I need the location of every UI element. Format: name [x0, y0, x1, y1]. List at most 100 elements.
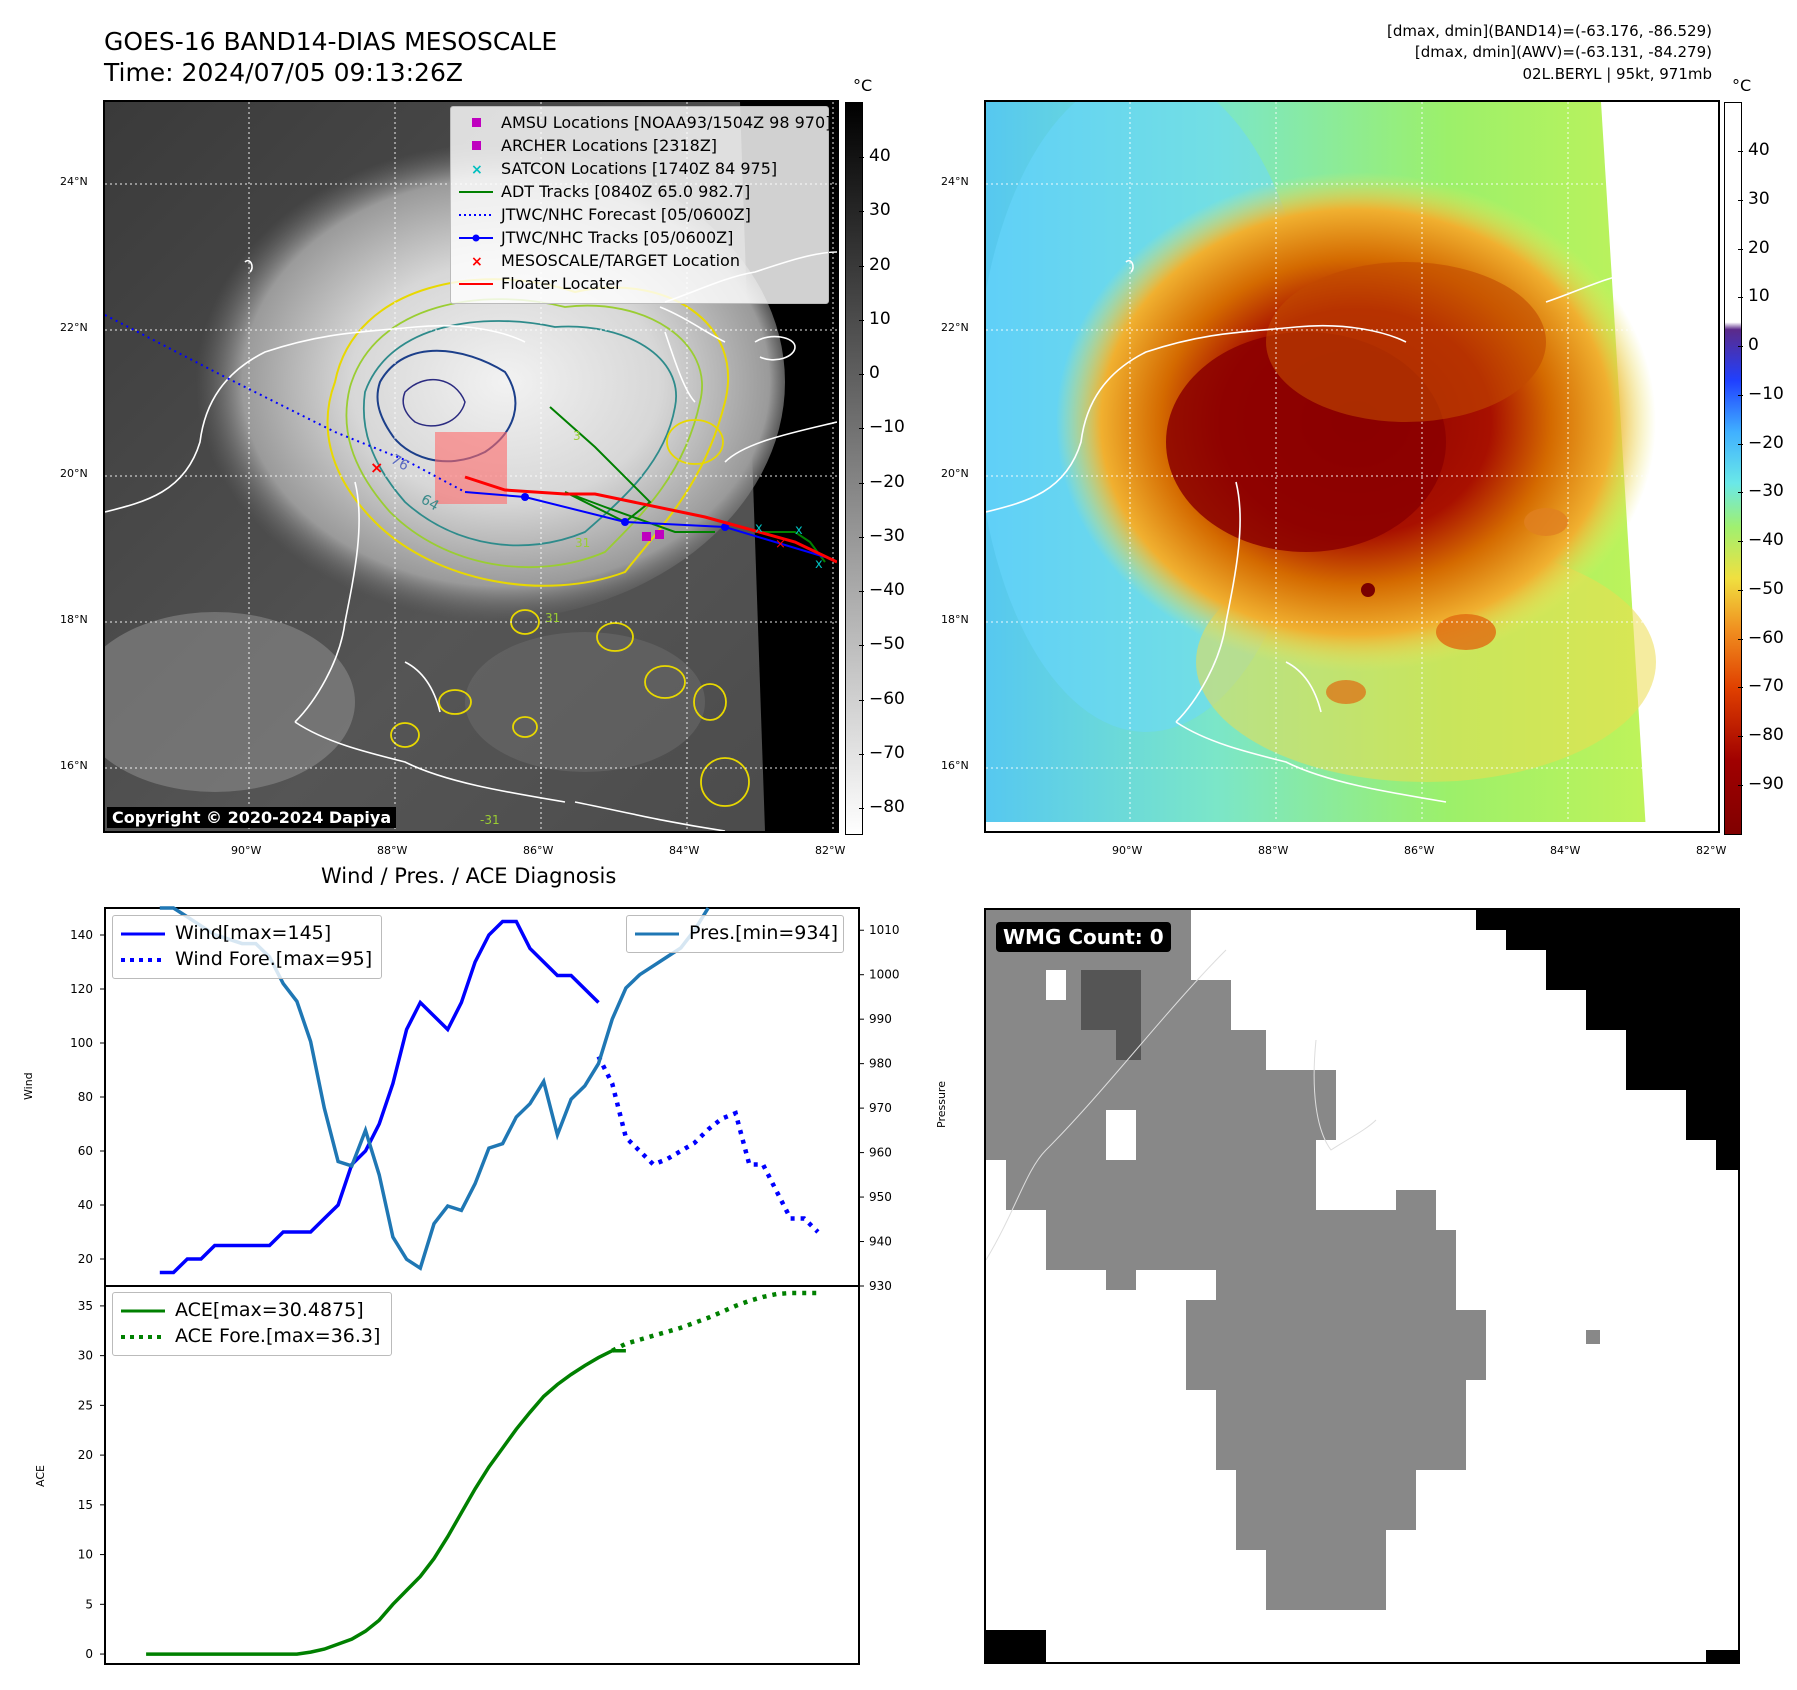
colorbar-tick-label: −90: [1748, 774, 1784, 794]
wind-ylabel: Wind: [22, 1072, 35, 1100]
lon-label: 88°W: [1258, 844, 1289, 857]
svg-text:×: ×: [370, 458, 383, 477]
lat-label: 18°N: [941, 613, 969, 626]
legend-ace: ACE[max=30.4875]: [175, 1299, 364, 1321]
y-tick-label: 35: [78, 1299, 93, 1313]
colorbar-tick-label: 40: [869, 146, 891, 166]
y-tick-label: 20: [78, 1252, 93, 1266]
legend-wind: Wind[max=145]: [175, 922, 332, 944]
legend-swatch: [459, 234, 493, 242]
colorbar-tick-label: 20: [869, 254, 891, 275]
colorbar-tick-label: −70: [1748, 676, 1784, 697]
pressure-ylabel: Pressure: [935, 1081, 948, 1128]
colorbar-tick-mark: [859, 211, 864, 213]
y-tick-label: 100: [70, 1036, 93, 1050]
colorbar-tick-label: 40: [1748, 140, 1770, 160]
colorbar-tick-mark: [859, 699, 864, 701]
lon-label: 90°W: [231, 844, 262, 857]
info-line1: [dmax, dmin](BAND14)=(-63.176, -86.529): [1387, 22, 1712, 40]
colorbar-left-unit: °C: [853, 76, 873, 95]
legend-swatch: [472, 118, 481, 127]
lon-label: 86°W: [523, 844, 554, 857]
colorbar-tick-label: −60: [869, 688, 905, 709]
lat-label: 24°N: [60, 175, 88, 188]
y-tick-label: 60: [78, 1144, 93, 1158]
y2-tick-label: 950: [869, 1190, 892, 1204]
colorbar-tick-mark: [859, 536, 864, 538]
contour-label-64: 64: [418, 492, 442, 515]
diagnosis-title: Wind / Pres. / ACE Diagnosis: [321, 864, 617, 888]
info-line2: [dmax, dmin](AWV)=(-63.131, -84.279): [1414, 43, 1712, 61]
svg-text:x: x: [815, 557, 823, 572]
colorbar-tick-mark: [859, 482, 864, 484]
series-line: [159, 919, 600, 1275]
contour-label-neg31: -31: [480, 813, 500, 827]
dias-map-image: [986, 102, 1718, 831]
lon-label: 88°W: [377, 844, 408, 857]
chart-title-line1: GOES-16 BAND14-DIAS MESOSCALE: [104, 27, 558, 56]
svg-text:x: x: [755, 521, 763, 536]
lat-label: 20°N: [60, 467, 88, 480]
lat-label: 16°N: [941, 759, 969, 772]
legend-pressure: Pres.[min=934]: [689, 922, 838, 944]
contour-label-76: 76: [388, 452, 412, 475]
colorbar-tick-mark: [859, 157, 864, 158]
series-line: [611, 1290, 818, 1353]
y2-tick-label: 980: [869, 1057, 892, 1071]
dias-map-panel: [984, 100, 1720, 833]
colorbar-tick-label: −60: [1748, 627, 1784, 648]
map-legend: AMSU Locations [NOAA93/1504Z 98 970] ARCH…: [450, 106, 831, 304]
y-tick-label: 40: [78, 1198, 93, 1212]
colorbar-tick-mark: [1738, 492, 1743, 494]
colorbar-tick-mark: [1738, 394, 1743, 396]
y2-tick-label: 990: [869, 1012, 892, 1026]
legend-item-label: MESOSCALE/TARGET Location: [501, 251, 740, 270]
colorbar-tick-mark: [1738, 785, 1743, 786]
wind-legend: Wind[max=145] Wind Fore.[max=95]: [112, 915, 382, 979]
y-tick-label: 30: [78, 1349, 93, 1363]
colorbar-tick-mark: [1738, 346, 1743, 348]
series-line: [596, 1055, 820, 1234]
colorbar-tick-mark: [1738, 736, 1743, 738]
colorbar-tick-mark: [1738, 687, 1743, 689]
colorbar-tick-mark: [859, 428, 864, 430]
colorbar-right-unit: °C: [1732, 76, 1752, 95]
legend-item-label: SATCON Locations [1740Z 84 975]: [501, 159, 778, 178]
lat-label: 22°N: [60, 321, 88, 334]
svg-text:×: ×: [471, 162, 483, 177]
copyright-label: Copyright © 2020-2024 Dapiya: [107, 807, 397, 828]
legend-swatch: [472, 141, 481, 150]
y-tick-label: 80: [78, 1090, 93, 1104]
y2-tick-label: 1010: [869, 923, 900, 937]
legend-item-label: JTWC/NHC Tracks [05/0600Z]: [501, 228, 734, 247]
chart-title-line2: Time: 2024/07/05 09:13:26Z: [104, 58, 463, 87]
colorbar-tick-label: 30: [1748, 188, 1770, 209]
colorbar-tick-label: −40: [1748, 530, 1784, 551]
legend-swatch: ×: [471, 162, 483, 177]
legend-swatch: ×: [471, 254, 483, 269]
legend-swatch: [459, 214, 493, 216]
colorbar-tick-mark: [1738, 297, 1743, 299]
ir-map-panel: x x x × × 76 64 31 31 3 -31 AMSU Locatio…: [103, 100, 839, 833]
colorbar-tick-label: −50: [1748, 578, 1784, 599]
colorbar-tick-label: −20: [869, 471, 905, 492]
colorbar-tick-label: −40: [869, 580, 905, 600]
contour-label-3: 3: [573, 429, 581, 443]
colorbar-tick-label: 0: [869, 363, 880, 383]
legend-item-label: ADT Tracks [0840Z 65.0 982.7]: [501, 182, 751, 201]
y-tick-label: 140: [70, 928, 93, 942]
y-tick-label: 5: [85, 1597, 93, 1611]
colorbar-tick-mark: [1738, 248, 1743, 250]
contour-label-31a: 31: [575, 536, 590, 550]
colorbar-tick-label: −30: [869, 525, 905, 546]
colorbar-tick-label: −70: [869, 742, 905, 763]
series-line: [146, 1348, 626, 1656]
colorbar-tick-mark: [859, 753, 864, 755]
lat-label: 16°N: [60, 759, 88, 772]
legend-item-label: JTWC/NHC Forecast [05/0600Z]: [501, 205, 751, 224]
ace-chart-frame: [104, 1285, 860, 1665]
colorbar-tick-mark: [859, 591, 864, 592]
lat-label: 18°N: [60, 613, 88, 626]
y2-tick-label: 930: [869, 1279, 892, 1293]
legend-ace-forecast: ACE Fore.[max=36.3]: [175, 1325, 381, 1347]
